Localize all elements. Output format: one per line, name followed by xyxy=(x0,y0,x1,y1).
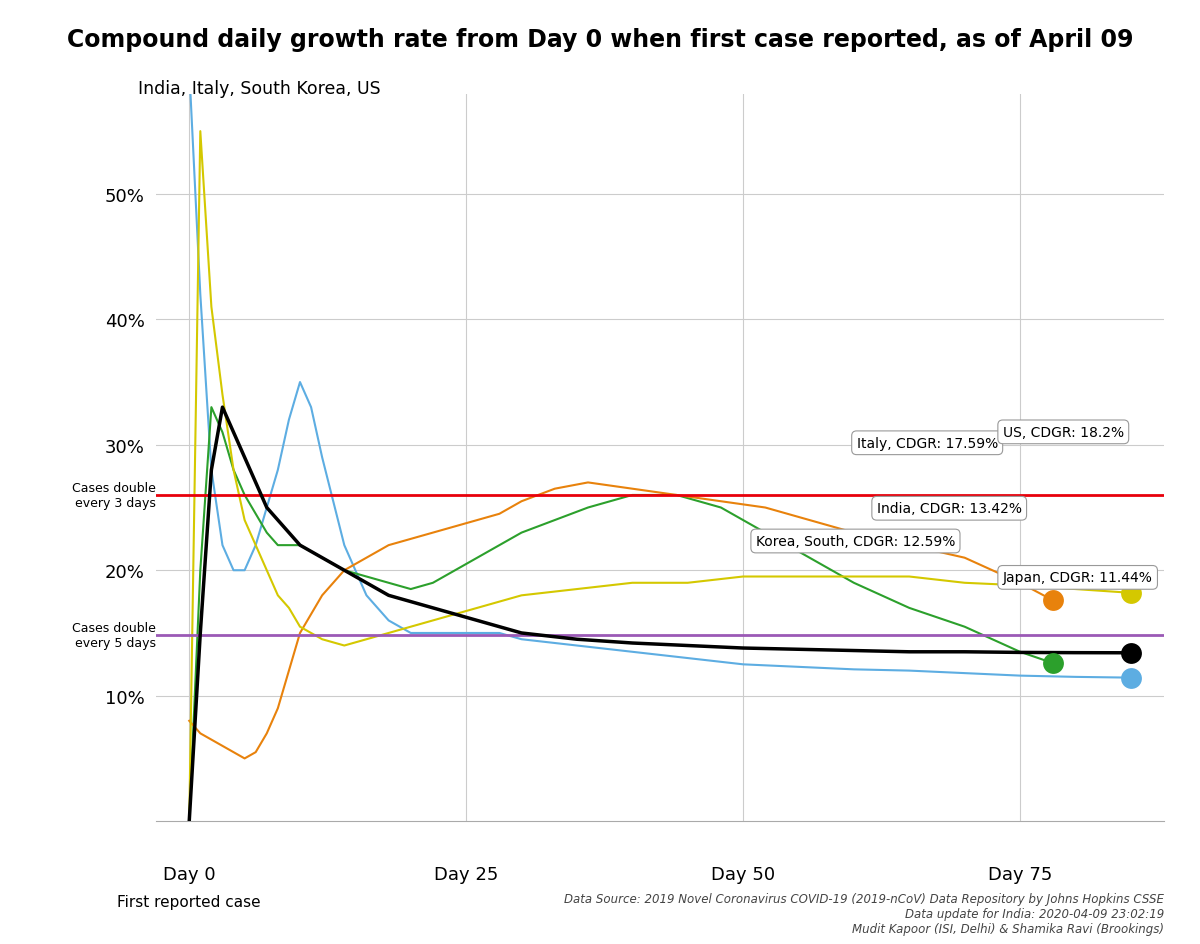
Text: Day 0: Day 0 xyxy=(163,865,216,884)
Text: Day 75: Day 75 xyxy=(988,865,1052,884)
Text: Data Source: 2019 Novel Coronavirus COVID-19 (2019-nCoV) Data Repository by John: Data Source: 2019 Novel Coronavirus COVI… xyxy=(564,892,1164,936)
Text: Compound daily growth rate from Day 0 when first case reported, as of April 09: Compound daily growth rate from Day 0 wh… xyxy=(67,28,1133,52)
Text: US, CDGR: 18.2%: US, CDGR: 18.2% xyxy=(1003,426,1124,439)
Text: Day 50: Day 50 xyxy=(712,865,775,884)
Text: First reported case: First reported case xyxy=(118,894,262,909)
Text: Cases double
every 3 days: Cases double every 3 days xyxy=(72,481,156,510)
Text: Korea, South, CDGR: 12.59%: Korea, South, CDGR: 12.59% xyxy=(756,534,955,548)
Text: India, CDGR: 13.42%: India, CDGR: 13.42% xyxy=(877,501,1021,515)
Text: Cases double
every 5 days: Cases double every 5 days xyxy=(72,621,156,649)
Text: India, Italy, South Korea, US: India, Italy, South Korea, US xyxy=(138,80,380,98)
Text: Italy, CDGR: 17.59%: Italy, CDGR: 17.59% xyxy=(857,436,998,450)
Text: Day 25: Day 25 xyxy=(434,865,498,884)
Text: Japan, CDGR: 11.44%: Japan, CDGR: 11.44% xyxy=(1003,571,1152,584)
